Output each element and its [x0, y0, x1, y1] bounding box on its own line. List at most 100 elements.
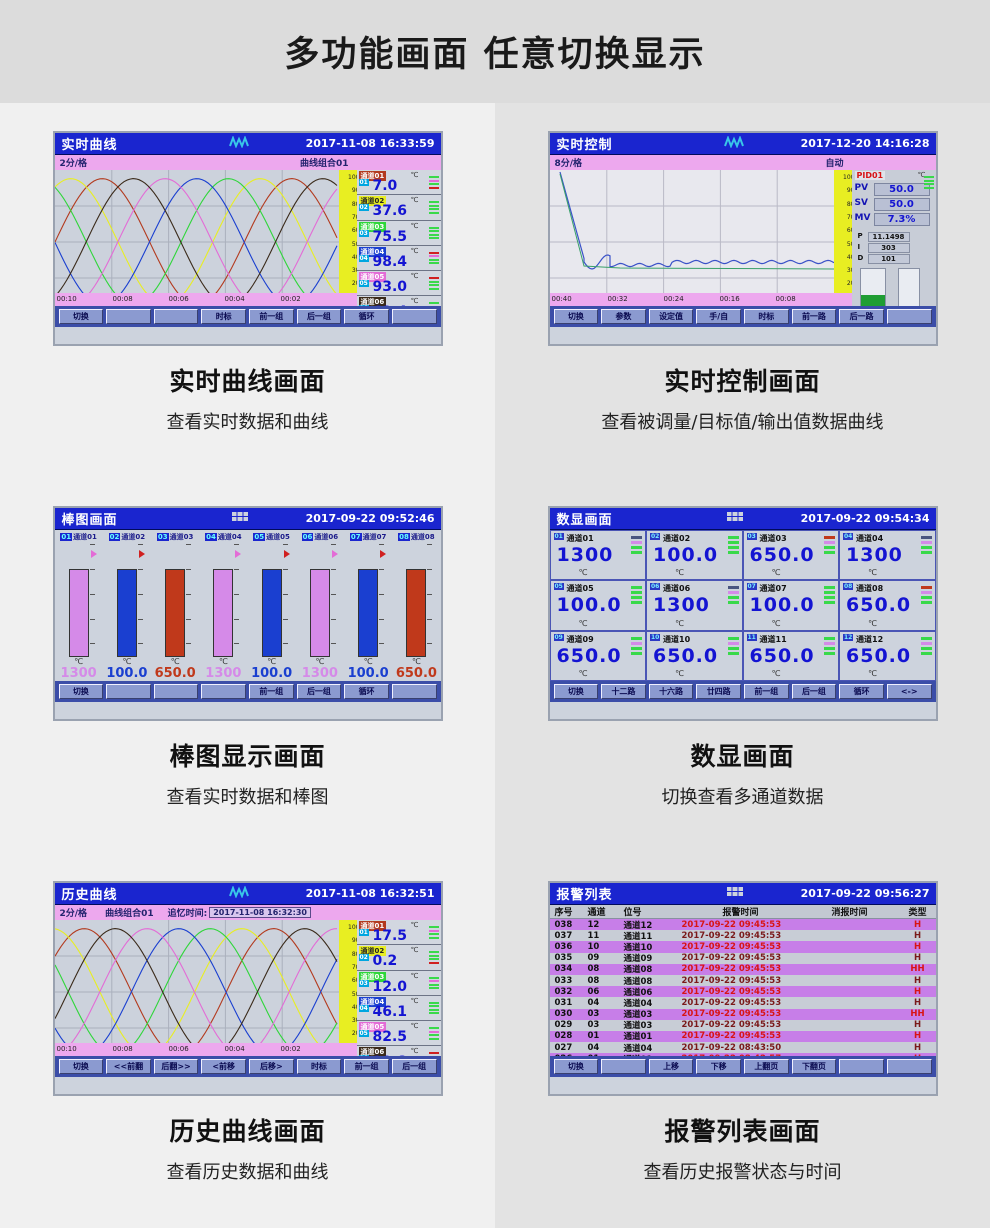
device-screen-realtime-curve[interactable]: 实时曲线 2017-11-08 16:33:59 2分/格 曲线组合01 100 90 80…: [52, 131, 443, 346]
digital-cell[interactable]: 03 通道03 650.0 ℃: [742, 530, 839, 581]
channel-row[interactable]: 通道04 ℃ 04 98.4: [356, 245, 441, 272]
digital-cell[interactable]: 07 通道07 100.0 ℃: [742, 580, 839, 631]
toolbar-button[interactable]: [106, 309, 151, 324]
table-row[interactable]: 027 04 通道04 2017-09-22 08:43:50 H: [549, 1042, 936, 1054]
toolbar-button[interactable]: [106, 684, 151, 699]
bar-track: [406, 544, 433, 657]
digital-cell[interactable]: 04 通道04 1300 ℃: [839, 530, 936, 581]
bar-column[interactable]: 01 通道01 ℃ 1300: [55, 532, 103, 681]
toolbar-button[interactable]: [201, 684, 246, 699]
toolbar-button[interactable]: [886, 1059, 932, 1074]
bar-scale: [89, 544, 96, 657]
table-row[interactable]: 032 06 通道06 2017-09-22 09:45:53 H: [549, 986, 936, 998]
table-row[interactable]: 034 08 通道08 2017-09-22 09:45:53 HH: [549, 963, 936, 975]
device-screen-digital-display[interactable]: 数显画面 2017-09-22 09:54:34 01 通道01 1300 ℃ 02 通道02…: [547, 506, 938, 721]
toolbar-button[interactable]: 后翻>>: [153, 1059, 199, 1074]
toolbar-button[interactable]: <<前翻: [106, 1059, 151, 1074]
bar-column[interactable]: 08 通道08 ℃ 650.0: [392, 532, 440, 681]
toolbar-button[interactable]: 后一组: [296, 309, 342, 324]
table-row[interactable]: 031 04 通道04 2017-09-22 09:45:53 H: [549, 997, 936, 1009]
toolbar-button[interactable]: 时标: [201, 309, 246, 324]
toolbar-button[interactable]: 切换: [58, 1059, 104, 1074]
toolbar-button[interactable]: 前一路: [791, 309, 837, 324]
toolbar-button[interactable]: 切换: [553, 684, 599, 699]
toolbar-button[interactable]: 设定值: [648, 309, 694, 324]
device-screen-history-curve[interactable]: 历史曲线 2017-11-08 16:32:51 2分/格 曲线组合01 追忆时间: 20…: [52, 881, 443, 1096]
toolbar-button[interactable]: 前一组: [744, 684, 789, 699]
device-screen-bar-graph[interactable]: 棒图画面 2017-09-22 09:52:46 01 通道01 ℃ 1300 02 通道02…: [52, 506, 443, 721]
toolbar-button[interactable]: 循环: [839, 684, 884, 699]
table-row[interactable]: 037 11 通道11 2017-09-22 09:45:53 H: [549, 930, 936, 942]
table-row[interactable]: 038 12 通道12 2017-09-22 09:45:53 H: [549, 919, 936, 931]
bar-column[interactable]: 04 通道04 ℃ 1300: [199, 532, 247, 681]
toolbar-button[interactable]: <->: [886, 684, 932, 699]
toolbar-button[interactable]: 后一组: [391, 1059, 437, 1074]
toolbar-button[interactable]: [391, 309, 437, 324]
bar-column[interactable]: 07 通道07 ℃ 100.0: [344, 532, 392, 681]
digital-cell[interactable]: 08 通道08 650.0 ℃: [839, 580, 936, 631]
toolbar-button[interactable]: 上移: [648, 1059, 694, 1074]
toolbar-button[interactable]: [839, 1059, 884, 1074]
toolbar-button[interactable]: 切换: [58, 309, 104, 324]
table-row[interactable]: 033 08 通道08 2017-09-22 09:45:53 H: [549, 974, 936, 987]
digital-cell[interactable]: 12 通道12 650.0 ℃: [839, 630, 936, 681]
bar-column[interactable]: 06 通道06 ℃ 1300: [296, 532, 344, 681]
toolbar-button[interactable]: 前一组: [249, 684, 294, 699]
toolbar-button[interactable]: 时标: [296, 1059, 342, 1074]
toolbar-button[interactable]: <前移: [201, 1059, 246, 1074]
toolbar-button[interactable]: 时标: [744, 309, 789, 324]
toolbar-button[interactable]: 切换: [553, 309, 599, 324]
toolbar-button[interactable]: 前一组: [249, 309, 294, 324]
toolbar-button[interactable]: 参数: [601, 309, 646, 324]
digital-cell[interactable]: 02 通道02 100.0 ℃: [646, 530, 743, 581]
digital-cell[interactable]: 06 通道06 1300 ℃: [646, 580, 743, 631]
channel-row[interactable]: 通道02 ℃ 02 0.2: [356, 945, 441, 971]
toolbar-button[interactable]: 切换: [58, 684, 104, 699]
toolbar-button[interactable]: 下移: [696, 1059, 741, 1074]
device-screen-alarm-list[interactable]: 报警列表 2017-09-22 09:56:27 序号 通道 位号 报警时间 消报时间 类型 0…: [547, 881, 938, 1096]
channel-row[interactable]: 通道02 ℃ 02 37.6: [356, 195, 441, 221]
channel-row[interactable]: 通道04 ℃ 04 46.1: [356, 995, 441, 1022]
toolbar-button[interactable]: 后一组: [791, 684, 837, 699]
channel-row[interactable]: 通道03 ℃ 03 75.5: [356, 220, 441, 246]
digital-cell[interactable]: 01 通道01 1300 ℃: [549, 530, 646, 581]
toolbar-button[interactable]: [601, 1059, 646, 1074]
toolbar-button[interactable]: [391, 684, 437, 699]
toolbar-button[interactable]: 后一路: [839, 309, 884, 324]
toolbar-button[interactable]: [153, 684, 199, 699]
channel-row[interactable]: 通道03 ℃ 03 12.0: [356, 970, 441, 996]
toolbar-button[interactable]: 廿四路: [696, 684, 741, 699]
table-row[interactable]: 035 09 通道09 2017-09-22 09:45:53 H: [549, 952, 936, 964]
digital-cell[interactable]: 05 通道05 100.0 ℃: [549, 580, 646, 631]
device-screen-realtime-control[interactable]: 实时控制 2017-12-20 14:16:28 8分/格 自动 100 90 80 70 60…: [547, 131, 938, 346]
channel-row[interactable]: 通道05 ℃ 05 82.5: [356, 1021, 441, 1047]
digital-cell[interactable]: 09 通道09 650.0 ℃: [549, 630, 646, 681]
toolbar-button[interactable]: [153, 309, 199, 324]
bar-column[interactable]: 02 通道02 ℃ 100.0: [103, 532, 151, 681]
toolbar-button[interactable]: 循环: [344, 684, 389, 699]
table-row[interactable]: 029 03 通道03 2017-09-22 09:45:53 H: [549, 1019, 936, 1031]
toolbar-button[interactable]: 十二路: [601, 684, 646, 699]
toolbar-button[interactable]: [886, 309, 932, 324]
bar-column[interactable]: 03 通道03 ℃ 650.0: [151, 532, 199, 681]
toolbar-button[interactable]: 后一组: [296, 684, 342, 699]
recall-value[interactable]: 2017-11-08 16:32:30: [209, 907, 311, 918]
toolbar-button[interactable]: 切换: [553, 1059, 599, 1074]
channel-row[interactable]: 通道01 ℃ 01 17.5: [356, 920, 441, 946]
digital-cell[interactable]: 10 通道10 650.0 ℃: [646, 630, 743, 681]
toolbar-button[interactable]: 循环: [344, 309, 389, 324]
table-row[interactable]: 036 10 通道10 2017-09-22 09:45:53 H: [549, 941, 936, 953]
channel-row[interactable]: 通道05 ℃ 05 93.0: [356, 271, 441, 297]
toolbar-button[interactable]: 十六路: [648, 684, 694, 699]
toolbar-button[interactable]: 手/自: [696, 309, 741, 324]
table-row[interactable]: 030 03 通道03 2017-09-22 09:45:53 HH: [549, 1008, 936, 1020]
toolbar-button[interactable]: 上翻页: [744, 1059, 789, 1074]
y-tick: 60: [847, 227, 855, 234]
bar-column[interactable]: 05 通道05 ℃ 100.0: [248, 532, 296, 681]
channel-row[interactable]: 通道01 ℃ 01 7.0: [356, 170, 441, 196]
toolbar-button[interactable]: 前一组: [344, 1059, 389, 1074]
toolbar-button[interactable]: 下翻页: [791, 1059, 837, 1074]
digital-cell[interactable]: 11 通道11 650.0 ℃: [742, 630, 839, 681]
toolbar-button[interactable]: 后移>: [249, 1059, 294, 1074]
table-row[interactable]: 028 01 通道01 2017-09-22 09:45:53 H: [549, 1030, 936, 1042]
